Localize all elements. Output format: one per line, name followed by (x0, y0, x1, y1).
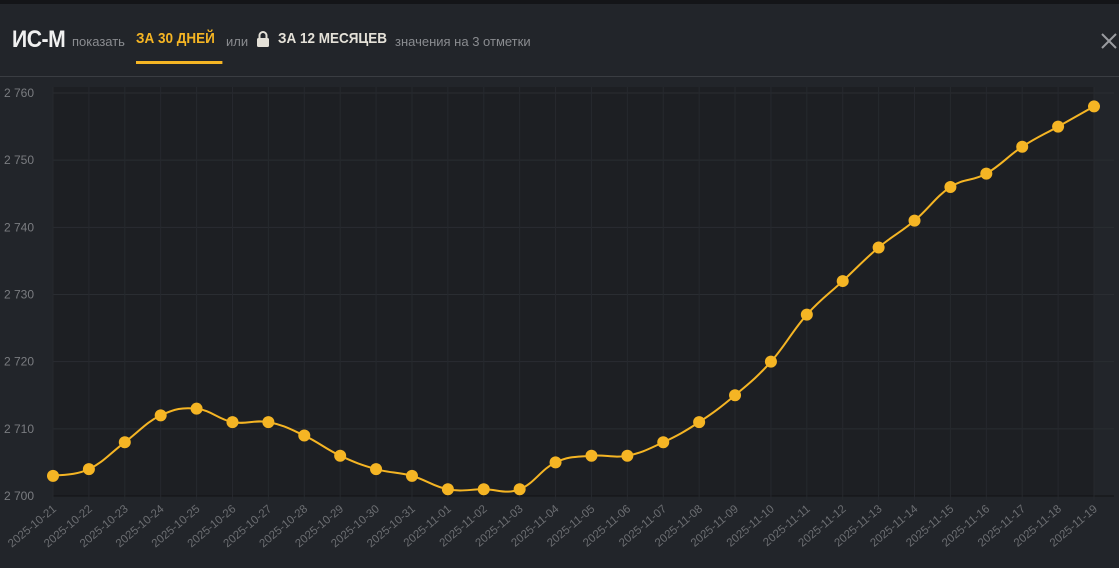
data-point (262, 416, 275, 429)
data-point (1016, 140, 1029, 153)
top-strip (0, 0, 1119, 4)
y-tick-label: 2 730 (4, 288, 34, 302)
lock-icon (257, 31, 269, 47)
data-point (441, 483, 454, 496)
data-point (118, 436, 131, 449)
close-icon[interactable] (1100, 32, 1118, 50)
tab-12-months[interactable]: ЗА 12 МЕСЯЦЕВ (278, 30, 388, 47)
data-point (980, 167, 993, 180)
data-point (370, 463, 383, 476)
y-tick-label: 2 740 (4, 220, 34, 234)
data-point (82, 463, 95, 476)
data-point (298, 429, 311, 442)
data-point (800, 308, 813, 321)
y-tick-label: 2 720 (4, 355, 34, 369)
data-point (693, 416, 706, 429)
data-point (764, 355, 777, 368)
data-point (477, 483, 490, 496)
data-point (729, 389, 742, 402)
header: ИС-М показать ЗА 30 ДНЕЙ или ЗА 12 МЕСЯЦ… (0, 4, 1119, 77)
data-point (549, 456, 562, 469)
data-point (334, 449, 347, 462)
data-point (836, 275, 849, 288)
data-point (944, 181, 957, 194)
y-tick-label: 2 760 (4, 86, 34, 100)
data-point (226, 416, 239, 429)
data-point (872, 241, 885, 254)
subtitle: значения на 3 отметки (395, 34, 531, 49)
data-point (405, 469, 418, 482)
data-point (1052, 120, 1065, 133)
data-point (621, 449, 634, 462)
data-point (657, 436, 670, 449)
y-tick-label: 2 700 (4, 489, 34, 503)
data-point (47, 469, 59, 482)
data-point (513, 483, 526, 496)
y-tick-label: 2 710 (4, 422, 34, 436)
data-point (585, 449, 598, 462)
or-label: или (226, 34, 249, 49)
show-label: показать (72, 34, 125, 49)
y-tick-label: 2 750 (4, 153, 34, 167)
tab-30-days[interactable]: ЗА 30 ДНЕЙ (136, 30, 222, 64)
data-point (1088, 100, 1100, 113)
data-point (154, 409, 167, 422)
data-point (190, 402, 203, 415)
plot-area (53, 87, 1094, 496)
data-point (908, 214, 921, 227)
vehicle-title: ИС-М (12, 26, 66, 53)
